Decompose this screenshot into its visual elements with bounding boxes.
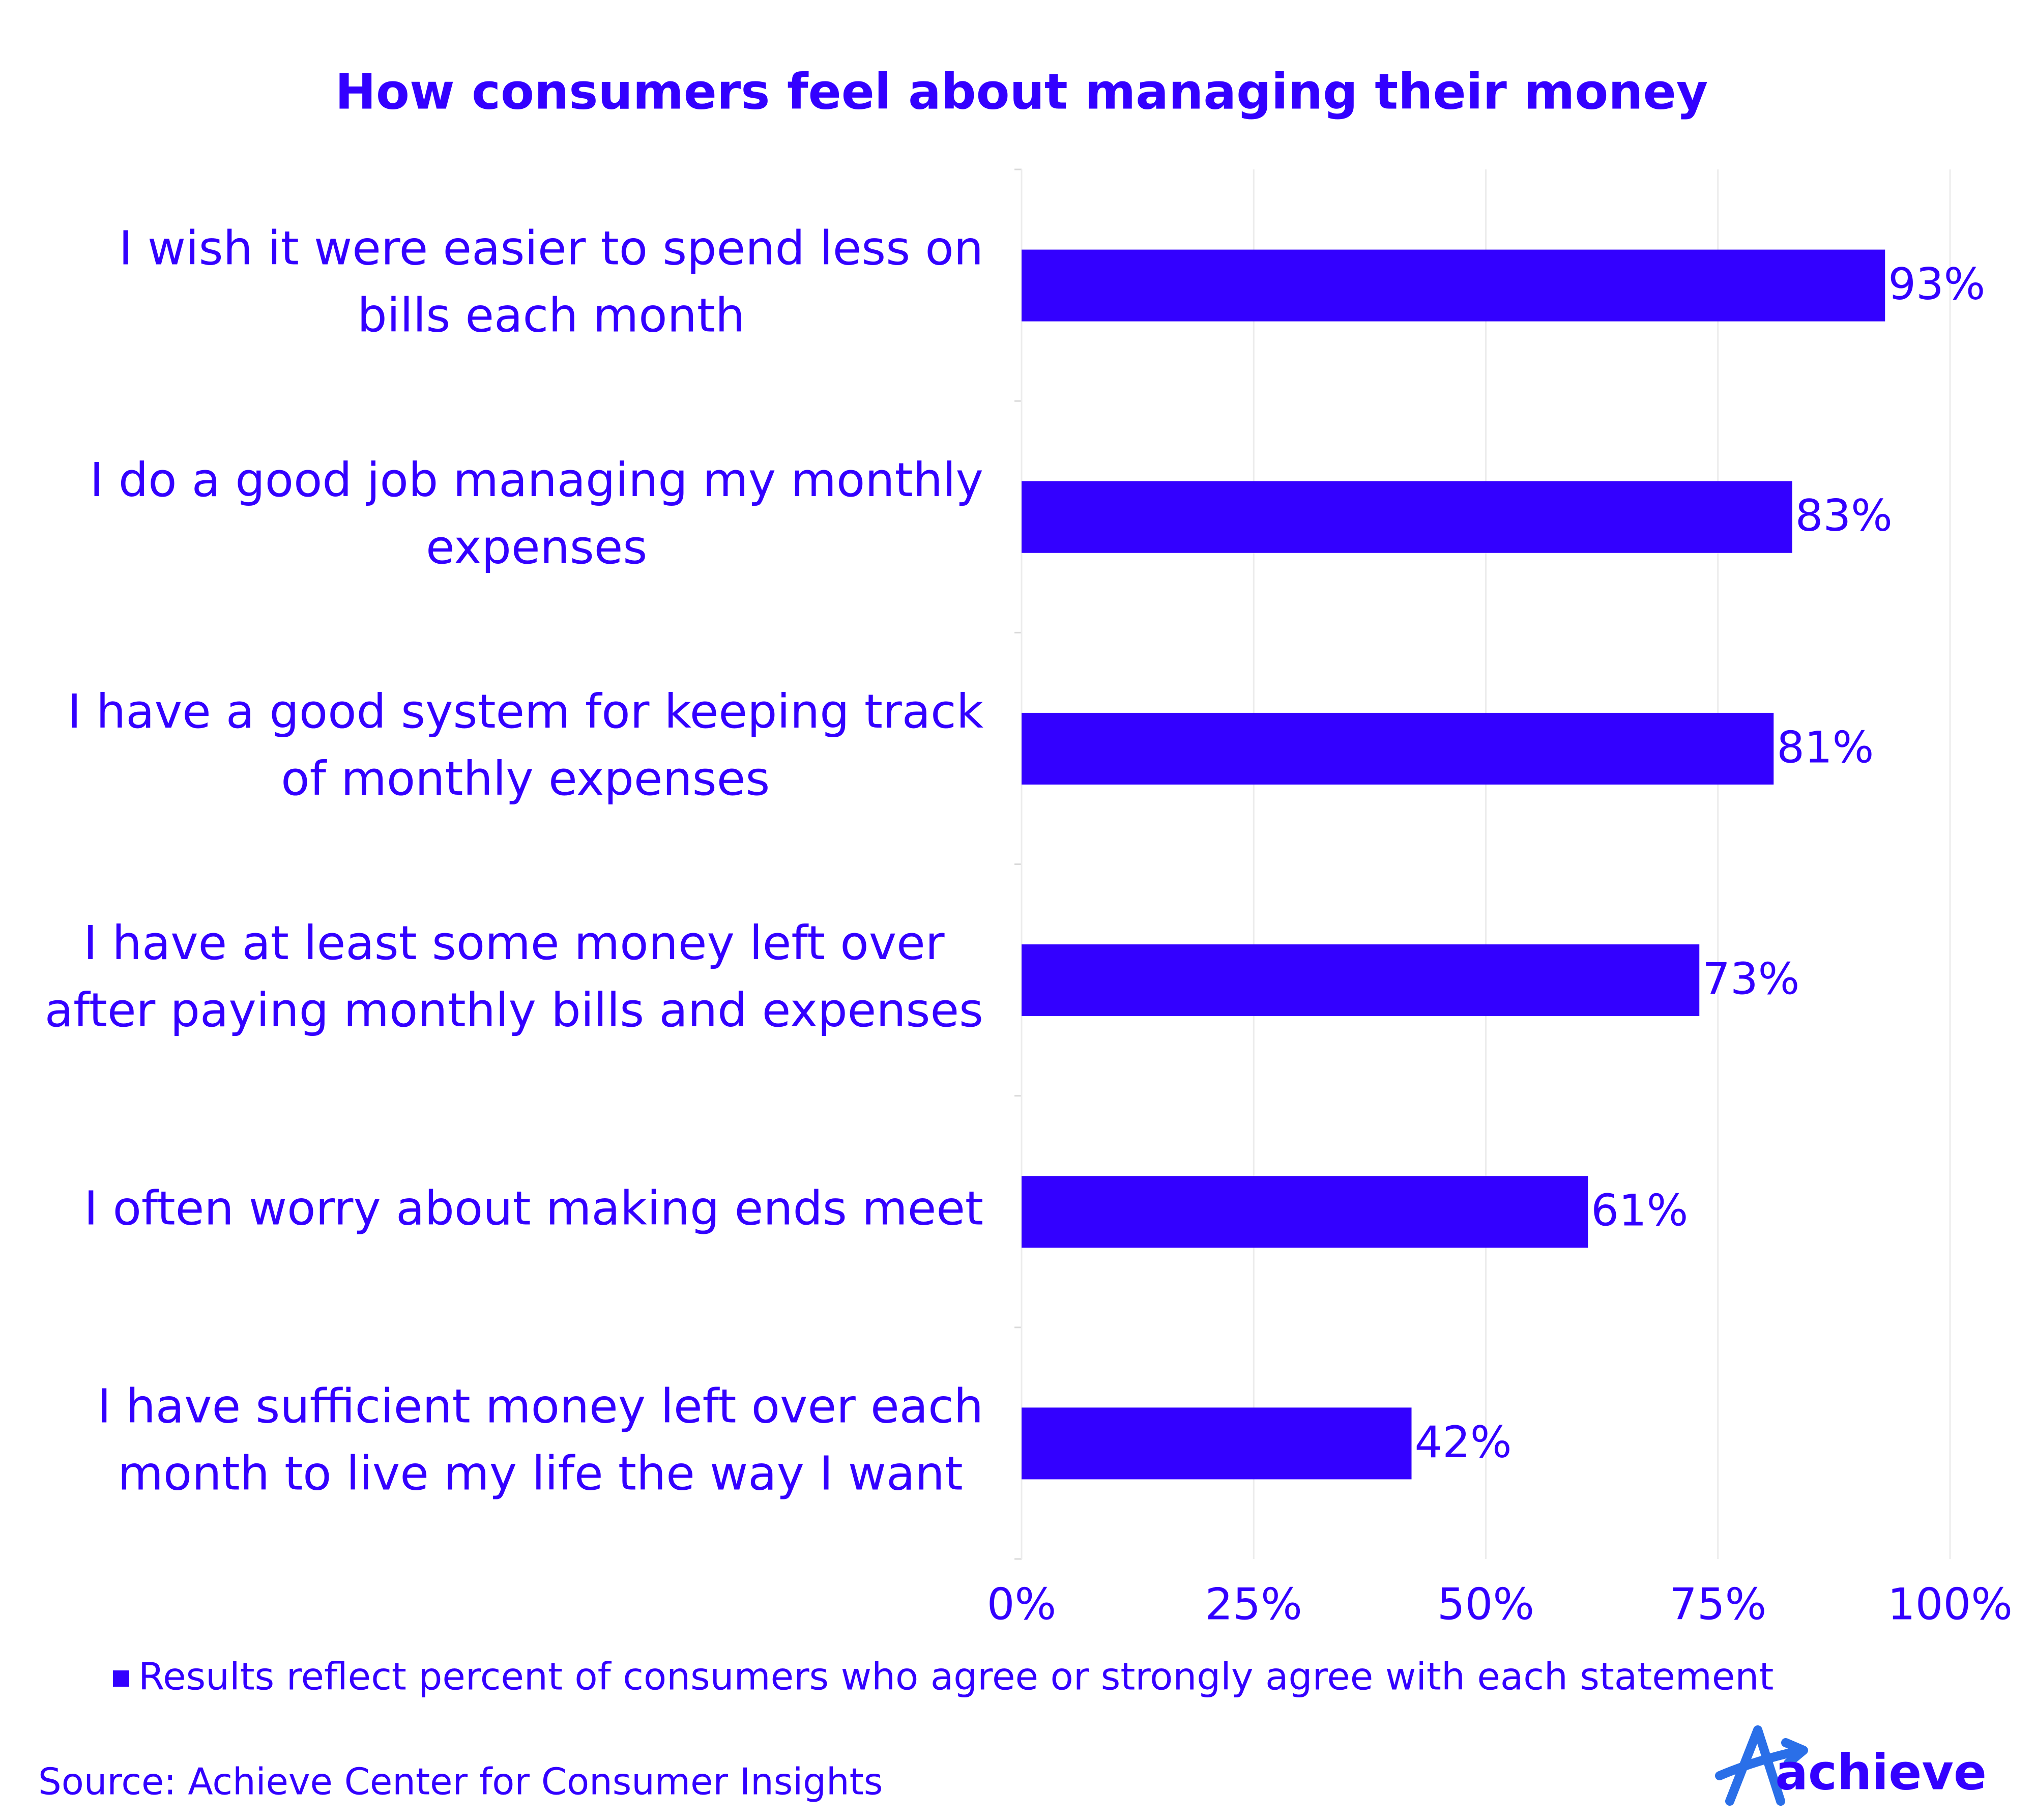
data-label: 81% — [1777, 722, 1874, 773]
legend-label: Results reflect percent of consumers who… — [138, 1655, 1774, 1699]
data-label: 61% — [1591, 1186, 1688, 1236]
data-label: 73% — [1702, 954, 1799, 1005]
bar — [1022, 712, 1774, 785]
bar — [1022, 1176, 1588, 1248]
x-tick-label: 100% — [1887, 1579, 2013, 1630]
bar — [1022, 944, 1700, 1017]
y-tick-label: I wish it were easier to spend less on bi… — [119, 221, 983, 343]
x-tick-label: 25% — [1205, 1579, 1302, 1630]
data-label: 83% — [1795, 490, 1893, 541]
legend-swatch — [113, 1670, 129, 1687]
bar — [1022, 249, 1885, 322]
y-tick-label: I have at least some money left over afte… — [45, 916, 983, 1037]
logo: achieve — [1715, 1725, 1987, 1806]
y-tick-label: I do a good job managing my monthly expen… — [90, 453, 983, 574]
logo-text: achieve — [1775, 1744, 1987, 1801]
data-label: 93% — [1888, 259, 1985, 310]
y-tick-label: I often worry about making ends meet — [84, 1181, 983, 1236]
x-tick-label: 75% — [1669, 1579, 1766, 1630]
x-tick-label: 0% — [987, 1579, 1056, 1630]
bar — [1022, 481, 1792, 553]
x-tick-label: 50% — [1437, 1579, 1534, 1630]
y-tick-label: I have sufficient money left over each mo… — [97, 1379, 983, 1501]
logo-icon — [1715, 1725, 1808, 1806]
bar — [1022, 1407, 1412, 1480]
chart-title: How consumers feel about managing their … — [335, 63, 1708, 120]
y-tick-label: I have a good system for keeping track of… — [68, 684, 984, 806]
source: Source: Achieve Center for Consumer Insi… — [38, 1760, 883, 1803]
data-label: 42% — [1415, 1417, 1512, 1468]
